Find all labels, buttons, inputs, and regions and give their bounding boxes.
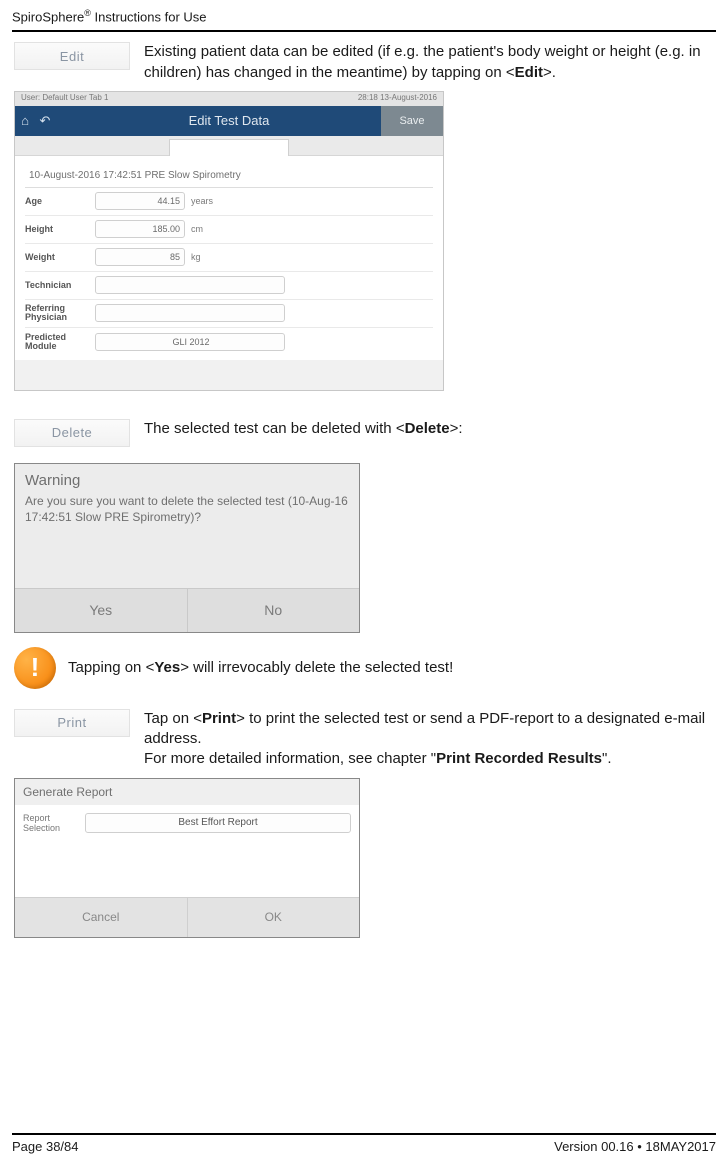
report-title: Generate Report [15,779,359,805]
print-l2-after: ". [602,750,612,767]
delete-text-before: The selected test can be deleted with < [144,420,405,437]
delete-text-bold: Delete [405,420,450,437]
alert-text-before: Tapping on < [68,659,154,676]
warning-no-button[interactable]: No [187,588,360,632]
doc-title-suffix: Instructions for Use [91,9,207,24]
user-label: User: Default User Tab 1 [21,93,108,105]
row-height: Height 185.00 cm [25,216,433,244]
technician-field[interactable] [95,276,285,294]
print-l2-bold: Print Recorded Results [436,750,602,767]
row-technician: Technician [25,272,433,300]
delete-button[interactable]: Delete [14,419,130,447]
weight-field[interactable]: 85 [95,248,185,266]
age-label: Age [25,196,95,206]
version-label: Version 00.16 • 18MAY2017 [554,1139,716,1154]
print-l1-bold: Print [202,710,236,727]
weight-unit: kg [191,252,201,262]
generate-report-screenshot: Generate Report Report Selection Best Ef… [14,778,360,938]
print-l1-before: Tap on < [144,710,202,727]
screen-title: Edit Test Data [15,113,443,128]
edit-paragraph: Existing patient data can be edited (if … [144,42,714,83]
age-field[interactable]: 44.15 [95,192,185,210]
delete-paragraph: The selected test can be deleted with <D… [144,419,463,439]
row-referring: Referring Physician [25,300,433,328]
technician-label: Technician [25,280,95,290]
page-number: Page 38/84 [12,1139,79,1154]
row-age: Age 44.15 years [25,188,433,216]
warning-dialog-screenshot: Warning Are you sure you want to delete … [14,463,360,633]
age-unit: years [191,196,213,206]
doc-header: SpiroSphere® Instructions for Use [0,0,728,28]
page-footer: Page 38/84 Version 00.16 • 18MAY2017 [12,1133,716,1154]
report-ok-button[interactable]: OK [187,897,360,937]
warning-body: Are you sure you want to delete the sele… [15,493,359,588]
edit-text-before: Existing patient data can be edited (if … [144,43,701,80]
alert-icon: ! [14,647,56,689]
test-date-header: 10-August-2016 17:42:51 PRE Slow Spirome… [25,164,433,188]
report-selection-label: Report Selection [23,813,77,835]
edit-text-bold: Edit [515,64,543,81]
alert-text: Tapping on <Yes> will irrevocably delete… [68,658,453,678]
edit-button[interactable]: Edit [14,42,130,70]
doc-title-prefix: SpiroSphere [12,9,84,24]
print-button[interactable]: Print [14,709,130,737]
print-paragraph: Tap on <Print> to print the selected tes… [144,709,714,770]
edit-test-data-screenshot: User: Default User Tab 1 28:18 13-August… [14,91,444,391]
referring-field[interactable] [95,304,285,322]
predicted-label: Predicted Module [25,333,95,351]
row-weight: Weight 85 kg [25,244,433,272]
height-unit: cm [191,224,203,234]
weight-label: Weight [25,252,95,262]
delete-text-after: >: [450,420,463,437]
alert-text-bold: Yes [154,659,180,676]
row-predicted: Predicted Module GLI 2012 [25,328,433,356]
warning-yes-button[interactable]: Yes [15,588,187,632]
height-field[interactable]: 185.00 [95,220,185,238]
warning-title: Warning [15,464,359,493]
report-cancel-button[interactable]: Cancel [15,897,187,937]
reg-mark: ® [84,8,91,18]
print-l2-before: For more detailed information, see chapt… [144,750,436,767]
height-label: Height [25,224,95,234]
predicted-field[interactable]: GLI 2012 [95,333,285,351]
report-selection-field[interactable]: Best Effort Report [85,813,351,833]
time-label: 28:18 13-August-2016 [358,93,437,105]
referring-label: Referring Physician [25,304,95,322]
edit-text-after: >. [543,64,556,81]
alert-text-after: > will irrevocably delete the selected t… [180,659,453,676]
